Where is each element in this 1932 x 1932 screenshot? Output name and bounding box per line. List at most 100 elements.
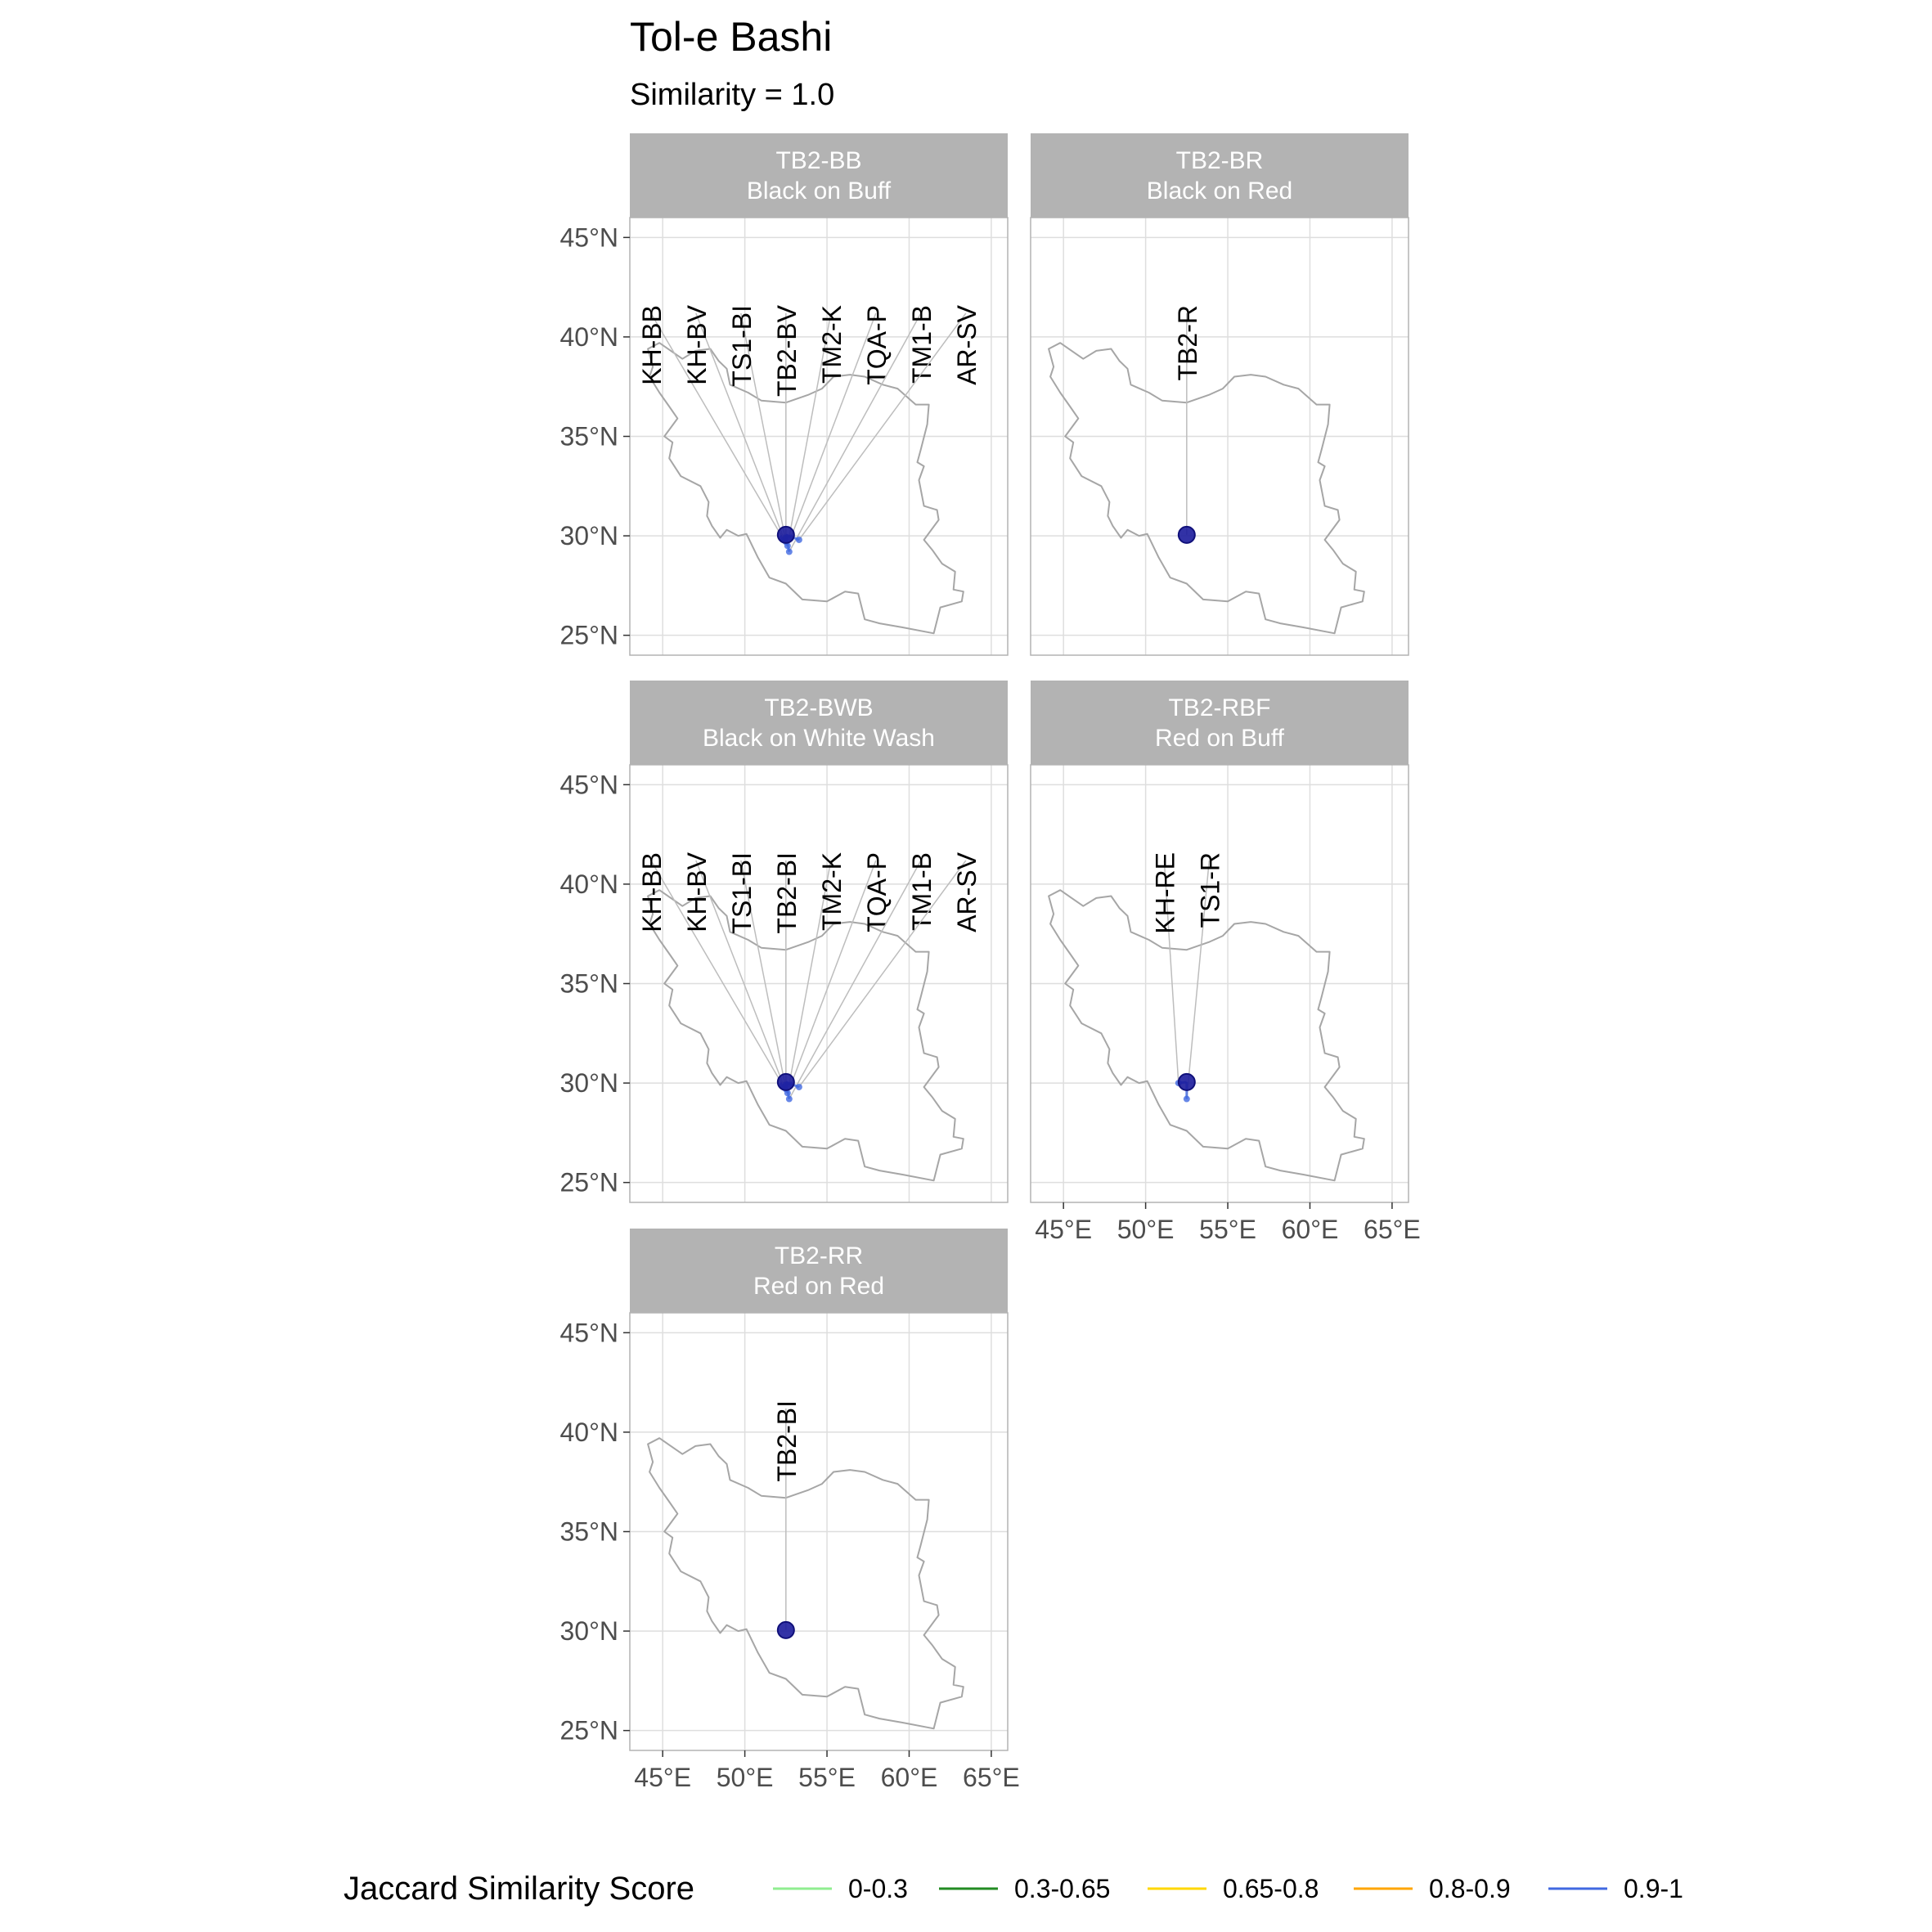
country-outline bbox=[647, 1437, 964, 1730]
site-leader-line bbox=[798, 312, 967, 541]
origin-site-point bbox=[776, 1072, 795, 1091]
site-leader-line bbox=[695, 860, 785, 1088]
site-label: KH-BB bbox=[637, 305, 667, 385]
site-label: AR-SV bbox=[952, 304, 982, 384]
y-tick-label: 40°N bbox=[560, 322, 619, 352]
legend-label: 0.9-1 bbox=[1624, 1874, 1683, 1903]
x-tick-label: 45°E bbox=[634, 1763, 691, 1792]
site-label: TB2-BV bbox=[772, 304, 802, 397]
country-outline bbox=[647, 342, 964, 635]
y-tick-label: 30°N bbox=[560, 1616, 619, 1646]
facet-strip bbox=[630, 1229, 1008, 1313]
legend-title: Jaccard Similarity Score bbox=[344, 1871, 694, 1907]
x-tick-label: 45°E bbox=[1035, 1215, 1092, 1244]
facet-strip bbox=[1031, 133, 1409, 218]
legend-label: 0-0.3 bbox=[848, 1874, 908, 1903]
facet-strip-name: Black on Red bbox=[1147, 177, 1292, 204]
x-tick-label: 60°E bbox=[881, 1763, 938, 1792]
origin-site-point bbox=[1177, 1072, 1196, 1091]
y-tick-label: 40°N bbox=[560, 1418, 619, 1447]
x-tick-label: 50°E bbox=[1117, 1215, 1175, 1244]
origin-site-point bbox=[1177, 525, 1196, 544]
y-tick-label: 25°N bbox=[560, 621, 619, 650]
site-label: TQA-P bbox=[862, 852, 892, 932]
site-label: TM2-K bbox=[817, 852, 847, 931]
facet-strip-id: TB2-RR bbox=[775, 1242, 863, 1269]
x-tick-label: 65°E bbox=[1364, 1215, 1421, 1244]
x-tick-label: 65°E bbox=[963, 1763, 1020, 1792]
site-label: TB2-BI bbox=[772, 1400, 802, 1482]
site-point bbox=[795, 536, 802, 543]
site-leader-line bbox=[650, 860, 784, 1085]
legend: Jaccard Similarity Score 0-0.3 0.3-0.65 0.… bbox=[344, 1871, 1683, 1907]
y-tick-label: 35°N bbox=[560, 422, 619, 452]
y-tick-label: 45°N bbox=[560, 1318, 619, 1347]
panel-border bbox=[1030, 764, 1409, 1203]
plot-area: KH-BB KH-BV TS1-BI TB2-BV TM2-K TQA-P TM1-B AR-… bbox=[630, 218, 1008, 655]
facet-strip bbox=[630, 133, 1008, 218]
figure-title: Tol-e Bashi bbox=[630, 14, 832, 60]
facet-panel-TB2-BR: TB2-BR Black on Red TB2-R bbox=[1030, 133, 1409, 656]
facet-strip bbox=[630, 681, 1008, 765]
plot-area: TB2-BI bbox=[630, 1313, 1008, 1750]
plot-area: KH-BB KH-BV TS1-BI TB2-BI TM2-K TQA-P TM1-B AR-… bbox=[630, 765, 1008, 1202]
site-label: KH-BB bbox=[637, 852, 667, 932]
site-label: KH-RE bbox=[1150, 852, 1179, 934]
y-tick-label: 30°N bbox=[560, 521, 619, 550]
site-leader-line bbox=[790, 312, 877, 538]
site-label: TM2-K bbox=[817, 305, 847, 384]
figure-subtitle: Similarity = 1.0 bbox=[630, 78, 834, 112]
site-point bbox=[795, 1083, 802, 1090]
origin-site-point bbox=[776, 1620, 795, 1639]
facet-panel-TB2-BWB: TB2-BWB Black on White Wash KH-BB KH-BV TS1-… bbox=[560, 681, 1009, 1203]
site-label: KH-BV bbox=[682, 851, 712, 932]
legend-label: 0.8-0.9 bbox=[1429, 1874, 1511, 1903]
site-leader-line bbox=[695, 312, 785, 541]
facet-strip-id: TB2-BWB bbox=[764, 694, 873, 721]
y-tick-label: 35°N bbox=[560, 969, 619, 999]
plot-area: KH-RE TS1-R bbox=[1031, 765, 1409, 1202]
site-point bbox=[785, 1095, 793, 1103]
site-leader-line bbox=[789, 860, 922, 1099]
origin-site-point bbox=[776, 525, 795, 544]
country-outline bbox=[1048, 342, 1365, 635]
site-label: TB2-R bbox=[1173, 305, 1202, 380]
y-tick-label: 40°N bbox=[560, 869, 619, 899]
site-leader-line bbox=[1186, 860, 1211, 1099]
facet-strip-name: Red on Buff bbox=[1155, 725, 1285, 752]
site-leader-line bbox=[740, 312, 787, 542]
site-leader-line bbox=[789, 312, 922, 552]
site-label: TQA-P bbox=[862, 305, 892, 385]
site-leader-line bbox=[1163, 860, 1179, 1084]
panel-border bbox=[1030, 217, 1409, 656]
y-tick-label: 25°N bbox=[560, 1716, 619, 1746]
facet-strip-name: Black on White Wash bbox=[703, 725, 935, 752]
x-tick-label: 55°E bbox=[798, 1763, 856, 1792]
legend-items: 0-0.3 0.3-0.65 0.65-0.8 0.8-0.9 0.9-1 bbox=[773, 1874, 1683, 1903]
x-tick-label: 60°E bbox=[1282, 1215, 1339, 1244]
plot-area: TB2-R bbox=[1031, 218, 1409, 655]
facet-strip-id: TB2-BB bbox=[775, 147, 861, 174]
site-label: TS1-R bbox=[1195, 852, 1224, 928]
facet-panel-TB2-RR: TB2-RR Red on Red TB2-BI 45°N 40°N 35°N 30°N 25… bbox=[560, 1229, 1020, 1792]
x-tick-label: 55°E bbox=[1199, 1215, 1256, 1244]
site-label: TB2-BI bbox=[772, 852, 802, 934]
site-label: TM1-B bbox=[907, 852, 937, 931]
country-outline bbox=[647, 889, 964, 1182]
site-leader-line bbox=[787, 312, 832, 546]
y-tick-label: 45°N bbox=[560, 770, 619, 799]
site-point bbox=[785, 548, 793, 555]
site-label: TS1-BI bbox=[727, 852, 757, 934]
facet-panel-TB2-BB: TB2-BB Black on Buff KH-BB KH-BV TS1-BI TB2-B… bbox=[560, 133, 1009, 656]
facet-panel-TB2-RBF: TB2-RBF Red on Buff KH-RE TS1-R 45°E 50°E 55°E… bbox=[1030, 681, 1421, 1244]
site-leader-line bbox=[787, 860, 832, 1094]
y-tick-label: 30°N bbox=[560, 1068, 619, 1098]
site-leader-line bbox=[790, 860, 877, 1085]
y-tick-label: 45°N bbox=[560, 222, 619, 252]
facet-strip-name: Red on Red bbox=[753, 1273, 884, 1300]
y-tick-label: 25°N bbox=[560, 1168, 619, 1197]
site-leader-line bbox=[740, 860, 787, 1090]
site-leader-line bbox=[650, 312, 784, 538]
facet-strip-id: TB2-RBF bbox=[1168, 694, 1270, 721]
